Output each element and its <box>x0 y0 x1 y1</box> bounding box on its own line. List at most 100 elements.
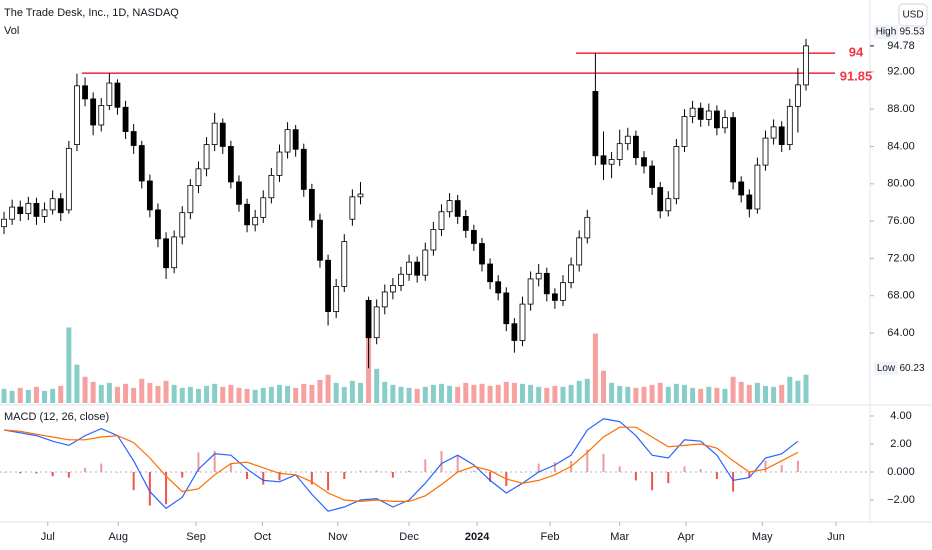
candle-body <box>641 157 647 167</box>
candle-body <box>292 129 299 150</box>
candle-body <box>333 285 340 312</box>
high-value: 95.53 <box>899 27 924 38</box>
histogram-bar <box>683 466 686 473</box>
y-tick-label: 92.00 <box>887 66 915 78</box>
candle-body <box>616 143 623 160</box>
x-tick-label: Sep <box>186 531 206 543</box>
histogram-bar <box>715 472 718 480</box>
volume-bar <box>268 386 274 403</box>
candle-body <box>325 259 331 312</box>
histogram-bar <box>440 450 443 473</box>
histogram-bar <box>100 463 103 473</box>
candle-body <box>487 263 493 283</box>
volume-bar <box>374 368 380 403</box>
candle-body <box>543 272 550 295</box>
histogram-bar <box>489 472 492 482</box>
candle-body <box>438 211 445 230</box>
volume-bar <box>333 382 339 403</box>
volume-bar <box>212 383 218 403</box>
volume-bar <box>341 386 347 403</box>
candle-body <box>770 126 777 139</box>
candle-body <box>795 84 801 107</box>
histogram-bar <box>35 472 38 474</box>
x-tick-label: May <box>752 531 773 543</box>
level-label: 94 <box>849 45 864 60</box>
y-tick-label: 2.00 <box>890 438 911 450</box>
volume-bar <box>633 387 639 403</box>
candle-body <box>130 131 137 146</box>
x-tick-label: Nov <box>328 531 348 543</box>
x-tick-label: Oct <box>254 531 271 543</box>
macd-line <box>3 418 799 512</box>
volume-bar <box>276 384 282 403</box>
macd-title: MACD (12, 26, close) <box>4 411 109 423</box>
histogram-bar <box>408 470 411 473</box>
volume-bar <box>9 390 15 403</box>
histogram-bar <box>699 469 702 473</box>
volume-bar <box>698 388 704 403</box>
candle-body <box>430 229 437 251</box>
candle-body <box>697 107 704 120</box>
volume-bar <box>438 383 444 403</box>
volume-bar <box>260 387 266 403</box>
candle-body <box>722 117 728 129</box>
volume-bar <box>463 382 469 403</box>
macd-line <box>4 426 799 503</box>
histogram-bar <box>116 472 119 473</box>
y-tick-label: 76.00 <box>887 215 915 227</box>
volume-bar <box>730 376 736 403</box>
volume-bar <box>544 387 550 403</box>
volume-bar <box>681 384 687 403</box>
volume-bar <box>301 383 307 403</box>
candle-body <box>195 168 202 187</box>
candle-body <box>414 261 421 276</box>
histogram-bar <box>327 472 330 491</box>
volume-bar <box>66 327 72 403</box>
x-tick-label: 2024 <box>465 531 490 543</box>
currency[interactable]: USD <box>902 10 923 21</box>
volume-bar <box>714 387 720 403</box>
histogram-bar <box>294 472 297 473</box>
volume-bar <box>779 384 785 403</box>
histogram-bar <box>586 449 589 473</box>
volume-bar <box>528 384 534 403</box>
candle-body <box>90 98 97 126</box>
candle-body <box>155 209 161 240</box>
volume-bar <box>754 382 760 403</box>
volume-bar <box>155 385 161 403</box>
candle-body <box>357 193 364 198</box>
high-label: High <box>876 27 897 38</box>
histogram-bar <box>424 459 427 473</box>
histogram-bar <box>472 470 475 473</box>
candle-body <box>649 165 655 188</box>
histogram-bar <box>391 472 394 478</box>
volume-bar <box>414 388 420 403</box>
candle-body <box>665 198 672 212</box>
volume-bar <box>690 387 696 403</box>
candle-body <box>365 299 372 339</box>
volume-label: Vol <box>4 25 19 37</box>
volume-bar <box>795 380 801 403</box>
candle-body <box>373 306 380 339</box>
histogram-bar <box>51 472 54 477</box>
histogram-bar <box>537 463 540 473</box>
volume-bar <box>641 386 647 403</box>
candle-body <box>495 281 502 294</box>
volume-bar <box>609 382 615 403</box>
candle-body <box>146 180 153 211</box>
volume-bar <box>511 382 517 403</box>
candle-body <box>82 85 88 100</box>
currency-button[interactable] <box>898 3 928 27</box>
candle-body <box>738 181 745 196</box>
y-tick-label: 84.00 <box>887 140 915 152</box>
candle-body <box>624 135 631 145</box>
candle-body <box>308 188 315 221</box>
level-label: 91.85 <box>840 69 873 84</box>
candle-body <box>673 146 680 200</box>
candle-body <box>519 303 526 341</box>
volume-bar <box>325 374 331 403</box>
volume-bar <box>471 384 477 403</box>
histogram-bar <box>796 460 799 473</box>
candle-body <box>236 181 242 205</box>
